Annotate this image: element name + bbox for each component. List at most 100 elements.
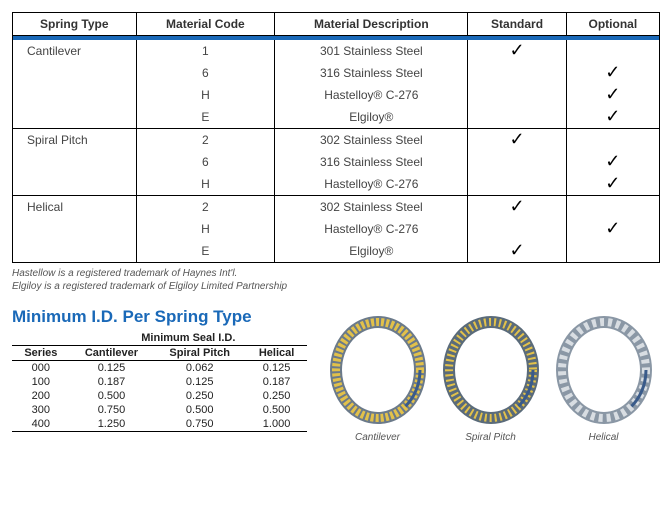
cell-material-desc: 302 Stainless Steel xyxy=(275,196,468,219)
cell-material-desc: Hastelloy® C-276 xyxy=(275,84,468,106)
mini-cell: 0.125 xyxy=(70,361,154,376)
ring-icon xyxy=(441,315,541,425)
check-icon: ✓ xyxy=(605,62,620,82)
footnotes: Hastellow is a registered trademark of H… xyxy=(12,267,660,293)
spring-rings-figure: Cantilever Spiral Pitch Helical xyxy=(321,307,660,443)
cell-material-code: 6 xyxy=(136,151,275,173)
table-row: Helical2302 Stainless Steel✓ xyxy=(13,196,660,219)
col-standard: Standard xyxy=(468,13,566,36)
cell-standard xyxy=(468,84,566,106)
cell-optional: ✓ xyxy=(566,151,659,173)
table-row: HHastelloy® C-276✓ xyxy=(13,84,660,106)
check-icon: ✓ xyxy=(605,218,620,238)
mini-cell: 200 xyxy=(12,389,70,403)
mini-cell: 0.750 xyxy=(70,403,154,417)
table-row: Spiral Pitch2302 Stainless Steel✓ xyxy=(13,129,660,152)
mini-col-helical: Helical xyxy=(246,346,307,361)
check-icon: ✓ xyxy=(605,173,620,193)
cell-spring-type: Cantilever xyxy=(13,40,137,62)
cell-standard: ✓ xyxy=(468,40,566,62)
cell-spring-type xyxy=(13,106,137,129)
col-material-code: Material Code xyxy=(136,13,275,36)
cell-material-desc: 316 Stainless Steel xyxy=(275,151,468,173)
table-row: EElgiloy®✓ xyxy=(13,240,660,263)
check-icon: ✓ xyxy=(605,151,620,171)
table-row: EElgiloy® ✓ xyxy=(13,106,660,129)
cell-material-desc: Hastelloy® C-276 xyxy=(275,218,468,240)
mini-cell: 0.125 xyxy=(153,375,246,389)
mini-cell: 1.000 xyxy=(246,417,307,432)
col-material-desc: Material Description xyxy=(275,13,468,36)
table-row: 4001.2500.7501.000 xyxy=(12,417,307,432)
cell-standard: ✓ xyxy=(468,129,566,152)
mini-cell: 000 xyxy=(12,361,70,376)
cell-spring-type xyxy=(13,240,137,263)
cell-spring-type xyxy=(13,173,137,196)
table-row: 1000.1870.1250.187 xyxy=(12,375,307,389)
cell-standard xyxy=(468,62,566,84)
cell-material-code: 6 xyxy=(136,62,275,84)
table-row: HHastelloy® C-276 ✓ xyxy=(13,173,660,196)
mini-header-row: Series Cantilever Spiral Pitch Helical xyxy=(12,346,307,361)
cell-optional: ✓ xyxy=(566,62,659,84)
check-icon: ✓ xyxy=(605,106,620,126)
mini-cell: 0.250 xyxy=(153,389,246,403)
cell-material-desc: 302 Stainless Steel xyxy=(275,129,468,152)
footnote-line: Elgiloy is a registered trademark of Elg… xyxy=(12,280,660,293)
ring-caption: Spiral Pitch xyxy=(441,432,541,443)
main-table-header-row: Spring Type Material Code Material Descr… xyxy=(13,13,660,36)
table-row: HHastelloy® C-276 ✓ xyxy=(13,218,660,240)
cell-material-code: 1 xyxy=(136,40,275,62)
cell-spring-type xyxy=(13,84,137,106)
cell-optional xyxy=(566,240,659,263)
table-row: 3000.7500.5000.500 xyxy=(12,403,307,417)
cell-material-desc: 316 Stainless Steel xyxy=(275,62,468,84)
cell-material-code: E xyxy=(136,106,275,129)
mini-cell: 100 xyxy=(12,375,70,389)
cell-standard: ✓ xyxy=(468,240,566,263)
mini-cell: 400 xyxy=(12,417,70,432)
cell-spring-type xyxy=(13,62,137,84)
mini-superheader: Minimum Seal I.D. xyxy=(70,331,307,346)
mini-cell: 1.250 xyxy=(70,417,154,432)
cell-optional: ✓ xyxy=(566,106,659,129)
ring-icon xyxy=(328,315,428,425)
cell-material-desc: Elgiloy® xyxy=(275,106,468,129)
table-row: 2000.5000.2500.250 xyxy=(12,389,307,403)
ring-figure: Cantilever xyxy=(328,315,428,443)
cell-spring-type xyxy=(13,151,137,173)
spring-material-table: Spring Type Material Code Material Descr… xyxy=(12,12,660,263)
cell-material-desc: Hastelloy® C-276 xyxy=(275,173,468,196)
cell-standard xyxy=(468,151,566,173)
mini-cell: 0.500 xyxy=(70,389,154,403)
cell-standard xyxy=(468,106,566,129)
cell-spring-type xyxy=(13,218,137,240)
table-row: Cantilever1301 Stainless Steel✓ xyxy=(13,40,660,62)
ring-figure: Helical xyxy=(554,315,654,443)
cell-material-code: 2 xyxy=(136,129,275,152)
table-row: 6316 Stainless Steel ✓ xyxy=(13,151,660,173)
cell-optional: ✓ xyxy=(566,218,659,240)
mini-col-spiral: Spiral Pitch xyxy=(153,346,246,361)
cell-material-code: H xyxy=(136,218,275,240)
cell-optional: ✓ xyxy=(566,173,659,196)
mini-col-series: Series xyxy=(12,346,70,361)
mini-col-cantilever: Cantilever xyxy=(70,346,154,361)
cell-material-desc: Elgiloy® xyxy=(275,240,468,263)
cell-standard xyxy=(468,173,566,196)
table-row: 6316 Stainless Steel ✓ xyxy=(13,62,660,84)
cell-material-code: H xyxy=(136,173,275,196)
cell-spring-type: Spiral Pitch xyxy=(13,129,137,152)
footnote-line: Hastellow is a registered trademark of H… xyxy=(12,267,660,280)
ring-caption: Helical xyxy=(554,432,654,443)
minimum-id-table: Minimum Seal I.D. Series Cantilever Spir… xyxy=(12,331,307,432)
cell-optional xyxy=(566,129,659,152)
mini-table-title: Minimum I.D. Per Spring Type xyxy=(12,307,307,327)
cell-standard: ✓ xyxy=(468,196,566,219)
cell-spring-type: Helical xyxy=(13,196,137,219)
table-row: 0000.1250.0620.125 xyxy=(12,361,307,376)
check-icon: ✓ xyxy=(605,84,620,104)
check-icon: ✓ xyxy=(509,196,524,216)
mini-cell: 0.187 xyxy=(246,375,307,389)
cell-optional: ✓ xyxy=(566,84,659,106)
